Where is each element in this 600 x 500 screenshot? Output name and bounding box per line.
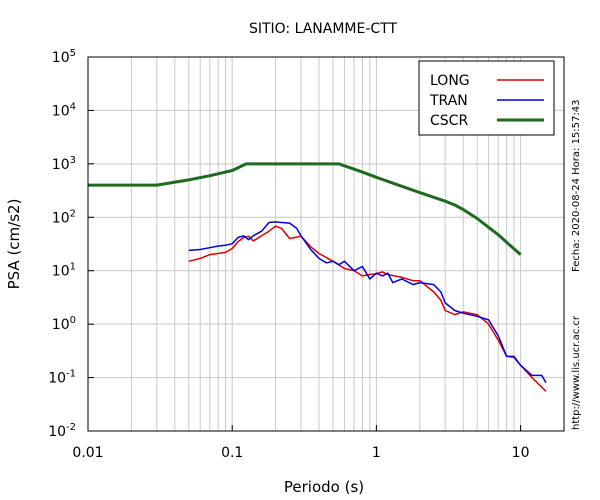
legend-box bbox=[418, 60, 555, 136]
y-tick-label: 103 bbox=[52, 155, 76, 173]
y-tick-label: 10-1 bbox=[48, 369, 76, 387]
series-lines bbox=[88, 162, 547, 392]
y-tick-label: 102 bbox=[52, 208, 76, 226]
legend-label: TRAN bbox=[429, 93, 468, 109]
timestamp-label: Fecha: 2020-08-24 Hora: 15:57:43 bbox=[571, 100, 582, 273]
x-axis-label: Periodo (s) bbox=[284, 478, 364, 496]
legend-label: CSCR bbox=[430, 113, 468, 129]
grid-lines bbox=[87, 56, 565, 432]
series-line-tran bbox=[188, 221, 547, 384]
y-tick-label: 10-2 bbox=[48, 422, 76, 440]
x-tick-label: 0.01 bbox=[72, 445, 103, 461]
legend-label: LONG bbox=[430, 73, 470, 89]
x-axis-ticks: 0.01 0.1 1 10 bbox=[72, 425, 530, 461]
chart-title: SITIO: LANAMME-CTT bbox=[249, 21, 398, 37]
y-tick-label: 101 bbox=[52, 262, 76, 280]
x-tick-label: 10 bbox=[512, 445, 530, 461]
x-tick-label: 0.1 bbox=[221, 445, 243, 461]
series-line-cscr bbox=[88, 162, 522, 256]
plot-frame bbox=[87, 56, 565, 432]
y-tick-label: 100 bbox=[52, 315, 76, 333]
legend: LONG TRAN CSCR bbox=[418, 60, 555, 136]
website-label: http://www.lis.ucr.ac.cr bbox=[571, 315, 582, 430]
x-tick-label: 1 bbox=[372, 445, 381, 461]
series-line-long bbox=[188, 225, 547, 392]
y-tick-label: 105 bbox=[52, 48, 76, 66]
y-axis-ticks: 10-2 10-1 100 101 102 103 104 105 bbox=[48, 48, 94, 440]
y-axis-label: PSA (cm/s2) bbox=[5, 199, 23, 290]
y-tick-label: 104 bbox=[52, 101, 76, 119]
